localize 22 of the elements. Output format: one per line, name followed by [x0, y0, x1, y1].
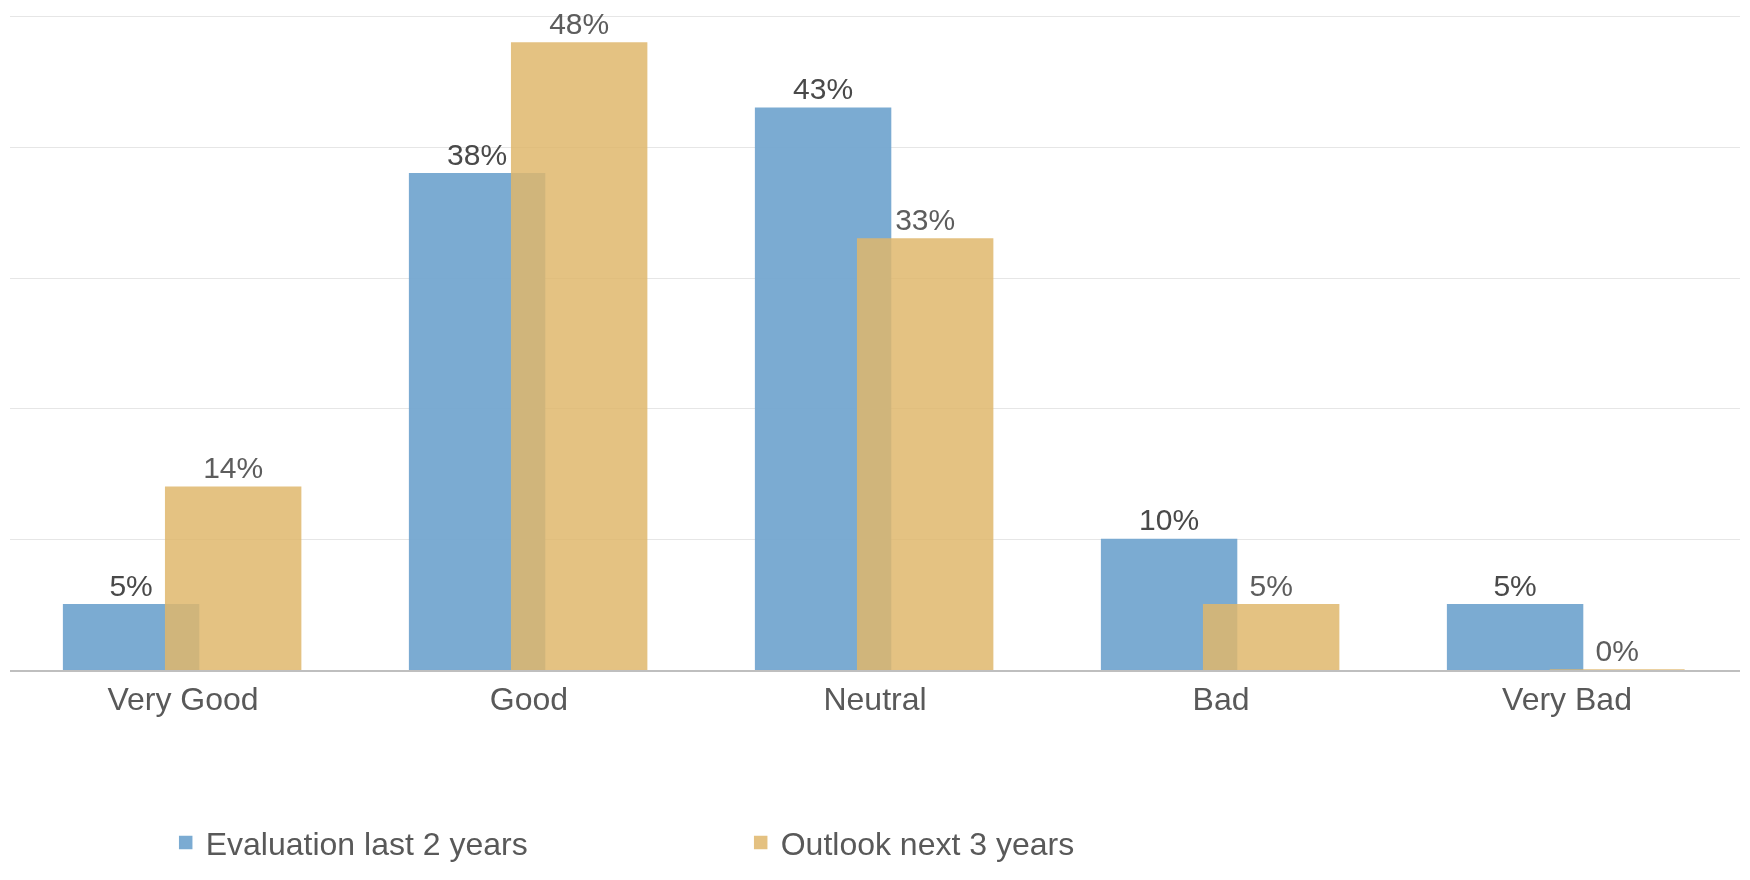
bar: [510, 42, 648, 670]
x-tick-label: Very Bad: [1502, 681, 1632, 718]
bar: [856, 238, 994, 670]
data-label: 5%: [109, 568, 153, 602]
x-tick-label: Good: [489, 681, 569, 718]
data-label: 0%: [1595, 634, 1639, 667]
data-label: 48%: [549, 7, 610, 40]
x-tick-label: Bad: [1192, 681, 1250, 718]
x-tick-label: Very Good: [107, 681, 259, 718]
data-label: 43%: [793, 72, 854, 106]
data-label: 14%: [203, 451, 264, 485]
data-label: 5%: [1493, 568, 1537, 602]
bar: [164, 486, 302, 670]
x-tick-label: Neutral: [823, 681, 927, 718]
bar: [1446, 603, 1584, 670]
data-label: 5%: [1249, 568, 1293, 602]
legend-label: Outlook next 3 years: [780, 825, 1075, 862]
data-label: 38%: [447, 137, 508, 171]
legend-label: Evaluation last 2 years: [205, 825, 528, 862]
data-label: 10%: [1139, 503, 1200, 537]
data-label: 33%: [895, 202, 956, 236]
bar: [1202, 603, 1340, 670]
